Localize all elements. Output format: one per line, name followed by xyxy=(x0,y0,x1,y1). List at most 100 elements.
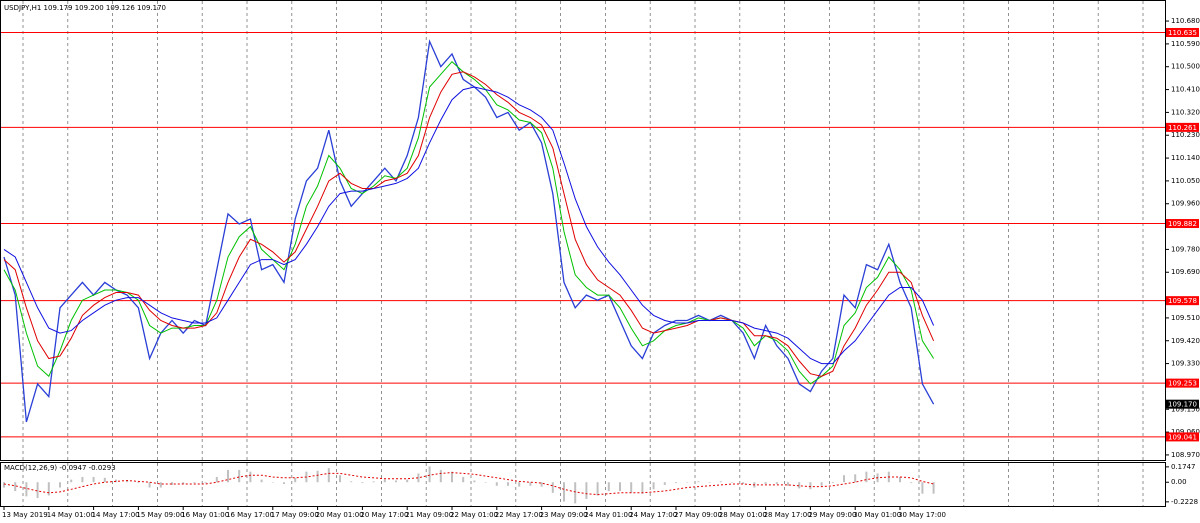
macd-bar xyxy=(686,482,689,483)
signal-line xyxy=(3,472,934,496)
level-label: 110.261 xyxy=(1168,124,1197,132)
macd-bar xyxy=(507,482,509,486)
x-tick-label: 15 May 09:00 xyxy=(136,511,184,519)
level-label: 109.578 xyxy=(1168,297,1197,305)
moving-average-line xyxy=(3,71,935,377)
macd-bar xyxy=(193,482,196,484)
macd-bar xyxy=(652,482,655,490)
macd-bar xyxy=(148,482,151,488)
macd-bar xyxy=(372,481,375,483)
macd-bar xyxy=(383,479,386,483)
y-tick-label: 110.500 xyxy=(1171,63,1200,71)
macd-bar xyxy=(719,481,722,483)
macd-bar xyxy=(126,480,129,483)
macd-bar xyxy=(484,482,487,483)
macd-bar xyxy=(551,482,554,493)
x-tick-label: 24 May 17:00 xyxy=(629,511,677,519)
y-tick-label: 109.960 xyxy=(1171,200,1200,208)
y-tick-label: 0.1747 xyxy=(1171,463,1196,471)
y-tick-label: 109.420 xyxy=(1171,337,1200,345)
macd-bar xyxy=(439,469,442,483)
macd-bar xyxy=(70,479,73,483)
y-tick-label: 110.050 xyxy=(1171,177,1200,185)
macd-bar xyxy=(227,469,229,483)
macd-bar xyxy=(563,482,565,502)
x-tick-label: 13 May 2019 xyxy=(2,511,48,519)
macd-bar xyxy=(339,475,341,483)
macd-bar xyxy=(596,482,599,496)
macd-bar xyxy=(81,476,84,483)
macd-bar xyxy=(585,482,588,499)
macd-bar xyxy=(182,482,185,484)
macd-bar xyxy=(204,482,207,484)
level-label-box xyxy=(1166,378,1199,388)
macd-bar xyxy=(619,482,621,492)
macd-bar xyxy=(764,482,767,484)
macd-panel-frame xyxy=(0,462,1166,507)
macd-bar xyxy=(14,482,17,492)
macd-bar xyxy=(630,482,633,493)
macd-bar xyxy=(518,482,521,487)
x-tick-label: 30 May 01:00 xyxy=(853,511,901,519)
macd-bar xyxy=(697,481,700,483)
macd-bar xyxy=(238,469,241,483)
price-panel-frame xyxy=(0,0,1166,461)
macd-bar xyxy=(406,479,409,483)
macd-bar xyxy=(540,482,543,487)
macd-bar xyxy=(742,482,745,484)
macd-bar xyxy=(495,482,498,486)
x-tick-label: 30 May 17:00 xyxy=(898,511,946,519)
macd-bar xyxy=(417,473,420,483)
x-tick-label: 22 May 17:00 xyxy=(495,511,543,519)
macd-bar xyxy=(798,482,801,489)
level-label: 109.253 xyxy=(1168,380,1197,388)
macd-bar xyxy=(92,476,95,483)
macd-bar xyxy=(932,482,935,494)
x-tick-label: 14 May 01:00 xyxy=(47,511,95,519)
macd-bar xyxy=(529,482,532,486)
macd-bar xyxy=(137,482,140,484)
macd-bar xyxy=(47,482,50,496)
x-tick-label: 22 May 01:00 xyxy=(450,511,498,519)
x-tick-label: 16 May 01:00 xyxy=(181,511,229,519)
x-tick-label: 23 May 09:00 xyxy=(540,511,588,519)
x-tick-label: 21 May 09:00 xyxy=(405,511,453,519)
macd-bar xyxy=(271,482,274,483)
macd-bar xyxy=(843,475,845,483)
macd-bar xyxy=(215,476,218,483)
y-tick-label: -0.2228 xyxy=(1171,498,1198,506)
y-tick-label: 110.230 xyxy=(1171,131,1200,139)
y-tick-label: 109.060 xyxy=(1171,428,1200,436)
macd-bar xyxy=(809,482,812,490)
y-tick-label: 109.330 xyxy=(1171,360,1200,368)
macd-bar xyxy=(462,476,465,483)
y-tick-label: 0.00 xyxy=(1171,478,1187,486)
level-label: 109.041 xyxy=(1168,433,1197,441)
x-tick-label: 20 May 01:00 xyxy=(316,511,364,519)
macd-bar xyxy=(25,482,28,497)
macd-bar xyxy=(350,481,353,483)
level-label-box xyxy=(1166,27,1199,37)
macd-bar xyxy=(3,482,5,488)
x-tick-label: 17 May 09:00 xyxy=(271,511,319,519)
macd-bar xyxy=(260,479,263,483)
y-tick-label: 110.140 xyxy=(1171,154,1200,162)
macd-bar xyxy=(395,480,397,483)
macd-bar xyxy=(327,468,330,483)
y-tick-label: 108.970 xyxy=(1171,451,1200,459)
x-tick-label: 27 May 09:00 xyxy=(674,511,722,519)
macd-bar xyxy=(283,482,285,484)
level-label: 109.882 xyxy=(1168,220,1197,228)
y-tick-label: 110.680 xyxy=(1171,17,1200,25)
y-tick-label: 110.410 xyxy=(1171,86,1200,94)
macd-bar xyxy=(59,482,61,488)
macd-bar xyxy=(731,482,733,483)
macd-bar xyxy=(361,482,364,484)
y-tick-label: 109.780 xyxy=(1171,245,1200,253)
macd-bar xyxy=(775,482,778,484)
macd-bar xyxy=(574,482,577,504)
x-tick-label: 28 May 01:00 xyxy=(719,511,767,519)
macd-bar xyxy=(675,482,677,484)
current-price-box xyxy=(1166,399,1199,409)
